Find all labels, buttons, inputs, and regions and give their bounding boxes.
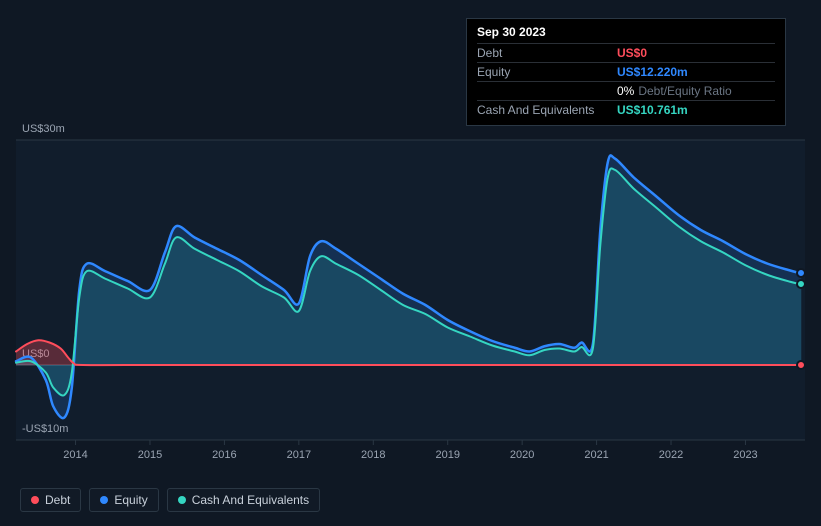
tooltip-row-label — [477, 84, 617, 98]
svg-text:2017: 2017 — [287, 449, 311, 461]
chart-legend: Debt Equity Cash And Equivalents — [20, 488, 320, 512]
debt-dot-icon — [31, 496, 39, 504]
tooltip-row-value: US$0 — [617, 46, 647, 60]
svg-text:2022: 2022 — [659, 449, 683, 461]
tooltip-row: Cash And EquivalentsUS$10.761m — [477, 100, 775, 119]
tooltip-row-label: Cash And Equivalents — [477, 103, 617, 117]
tooltip-row: EquityUS$12.220m — [477, 62, 775, 81]
tooltip-row-value: US$12.220m — [617, 65, 688, 79]
cash-dot-icon — [178, 496, 186, 504]
tooltip-row: 0% Debt/Equity Ratio — [477, 81, 775, 100]
legend-item-debt[interactable]: Debt — [20, 488, 81, 512]
legend-label: Debt — [45, 493, 70, 507]
svg-text:2019: 2019 — [435, 449, 459, 461]
tooltip-row-value: US$10.761m — [617, 103, 688, 117]
legend-label: Equity — [114, 493, 147, 507]
svg-text:2020: 2020 — [510, 449, 534, 461]
svg-text:-US$10m: -US$10m — [22, 423, 68, 435]
svg-text:2016: 2016 — [212, 449, 236, 461]
equity-dot-icon — [100, 496, 108, 504]
svg-text:2023: 2023 — [733, 449, 757, 461]
tooltip-ratio: 0% — [617, 84, 634, 98]
svg-text:2014: 2014 — [63, 449, 87, 461]
tooltip-date: Sep 30 2023 — [477, 25, 775, 39]
svg-text:2021: 2021 — [584, 449, 608, 461]
tooltip-ratio-label: Debt/Equity Ratio — [638, 84, 731, 98]
svg-text:US$30m: US$30m — [22, 123, 65, 135]
legend-item-equity[interactable]: Equity — [89, 488, 158, 512]
svg-text:2015: 2015 — [138, 449, 162, 461]
svg-text:2018: 2018 — [361, 449, 385, 461]
legend-item-cash[interactable]: Cash And Equivalents — [167, 488, 320, 512]
tooltip-row: DebtUS$0 — [477, 43, 775, 62]
legend-label: Cash And Equivalents — [192, 493, 309, 507]
chart-tooltip: Sep 30 2023 DebtUS$0EquityUS$12.220m0% D… — [466, 18, 786, 126]
tooltip-row-label: Equity — [477, 65, 617, 79]
tooltip-row-label: Debt — [477, 46, 617, 60]
